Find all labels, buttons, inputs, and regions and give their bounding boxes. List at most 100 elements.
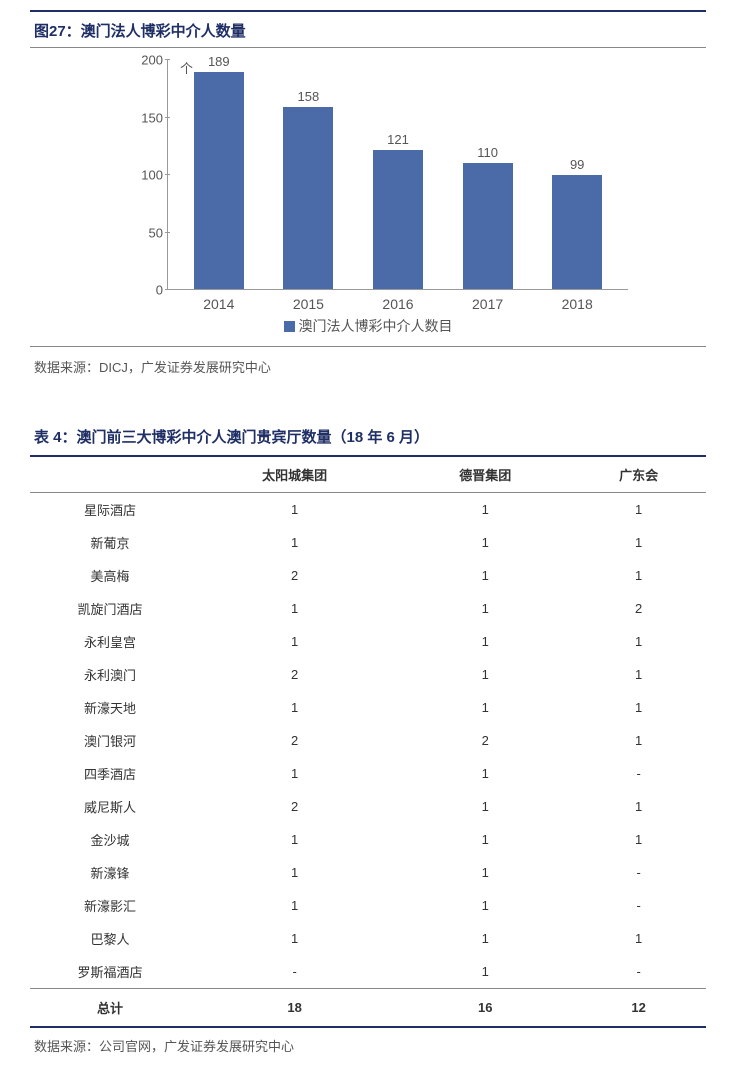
table-cell: 1 xyxy=(399,757,571,790)
table-row: 新濠天地111 xyxy=(30,691,706,724)
table-row: 永利澳门211 xyxy=(30,658,706,691)
x-tick-label: 2018 xyxy=(542,296,612,312)
table-cell: 1 xyxy=(190,526,399,559)
table-column-header: 太阳城集团 xyxy=(190,456,399,493)
table-cell: 1 xyxy=(571,691,706,724)
y-tick-label: 150 xyxy=(141,110,163,125)
table-cell: 1 xyxy=(399,559,571,592)
total-cell: 12 xyxy=(571,989,706,1028)
row-label-cell: 威尼斯人 xyxy=(30,790,190,823)
x-tick-label: 2015 xyxy=(273,296,343,312)
row-label-cell: 巴黎人 xyxy=(30,922,190,955)
table-cell: - xyxy=(571,955,706,989)
bar-group: 99 xyxy=(542,157,612,289)
row-label-cell: 罗斯福酒店 xyxy=(30,955,190,989)
data-table: 太阳城集团德晋集团广东会 星际酒店111新葡京111美高梅211凯旋门酒店112… xyxy=(30,455,706,1028)
table-cell: 1 xyxy=(399,493,571,527)
table-cell: 1 xyxy=(571,790,706,823)
table-cell: 2 xyxy=(571,592,706,625)
table-cell: 1 xyxy=(571,559,706,592)
x-tick-label: 2017 xyxy=(453,296,523,312)
table-cell: 1 xyxy=(190,889,399,922)
table-row: 星际酒店111 xyxy=(30,493,706,527)
y-tick-label: 0 xyxy=(156,283,163,298)
table-cell: - xyxy=(571,757,706,790)
table-row: 新葡京111 xyxy=(30,526,706,559)
bar-value-label: 158 xyxy=(298,89,320,104)
bar xyxy=(373,150,423,289)
x-tick-label: 2014 xyxy=(184,296,254,312)
row-label-cell: 星际酒店 xyxy=(30,493,190,527)
y-axis: 050100150200 xyxy=(108,60,168,290)
table-cell: 1 xyxy=(399,889,571,922)
table-cell: - xyxy=(190,955,399,989)
table-row: 凯旋门酒店112 xyxy=(30,592,706,625)
table-cell: 1 xyxy=(399,658,571,691)
table-cell: - xyxy=(571,856,706,889)
bar-group: 121 xyxy=(363,132,433,289)
row-label-cell: 新濠锋 xyxy=(30,856,190,889)
total-cell: 18 xyxy=(190,989,399,1028)
table-cell: 1 xyxy=(190,691,399,724)
table-cell: 1 xyxy=(190,856,399,889)
bar-group: 189 xyxy=(184,54,254,289)
bar-group: 110 xyxy=(453,145,523,290)
table-cell: 1 xyxy=(399,625,571,658)
bar-value-label: 121 xyxy=(387,132,409,147)
table-cell: 1 xyxy=(571,493,706,527)
row-label-cell: 新濠影汇 xyxy=(30,889,190,922)
table-column-header: 德晋集团 xyxy=(399,456,571,493)
row-label-cell: 四季酒店 xyxy=(30,757,190,790)
total-cell: 16 xyxy=(399,989,571,1028)
table-row: 罗斯福酒店-1- xyxy=(30,955,706,989)
row-label-cell: 永利澳门 xyxy=(30,658,190,691)
row-label-cell: 澳门银河 xyxy=(30,724,190,757)
table-cell: 1 xyxy=(571,526,706,559)
y-tick-label: 200 xyxy=(141,53,163,68)
table-cell: 1 xyxy=(571,724,706,757)
chart-plot: 18915812111099 xyxy=(168,60,628,290)
table-title: 表 4：澳门前三大博彩中介人澳门贵宾厅数量（18 年 6 月） xyxy=(30,426,706,455)
table-row: 巴黎人111 xyxy=(30,922,706,955)
table-cell: 2 xyxy=(190,658,399,691)
table-row: 新濠锋11- xyxy=(30,856,706,889)
table-cell: 1 xyxy=(190,823,399,856)
legend-swatch xyxy=(284,321,295,332)
bar xyxy=(552,175,602,289)
row-label-cell: 金沙城 xyxy=(30,823,190,856)
table-total-row: 总计181612 xyxy=(30,989,706,1028)
table-cell: 1 xyxy=(190,757,399,790)
table-cell: 1 xyxy=(399,856,571,889)
x-axis-labels: 2014 2015 2016 2017 2018 xyxy=(108,290,628,312)
bar-group: 158 xyxy=(273,89,343,289)
total-label-cell: 总计 xyxy=(30,989,190,1028)
bar-value-label: 189 xyxy=(208,54,230,69)
legend-text: 澳门法人博彩中介人数目 xyxy=(299,318,453,334)
table-cell: - xyxy=(571,889,706,922)
table-cell: 2 xyxy=(190,559,399,592)
table-row: 永利皇宫111 xyxy=(30,625,706,658)
y-tick-label: 100 xyxy=(141,168,163,183)
x-tick-label: 2016 xyxy=(363,296,433,312)
table-cell: 1 xyxy=(571,625,706,658)
row-label-cell: 永利皇宫 xyxy=(30,625,190,658)
row-label-cell: 新濠天地 xyxy=(30,691,190,724)
table-row: 威尼斯人211 xyxy=(30,790,706,823)
chart-legend: 澳门法人博彩中介人数目 xyxy=(108,316,628,336)
table-cell: 1 xyxy=(399,790,571,823)
table-row: 金沙城111 xyxy=(30,823,706,856)
table-row: 新濠影汇11- xyxy=(30,889,706,922)
figure-title: 图27：澳门法人博彩中介人数量 xyxy=(30,10,706,48)
table-cell: 1 xyxy=(571,658,706,691)
table-cell: 1 xyxy=(399,592,571,625)
bar xyxy=(194,72,244,289)
table-cell: 1 xyxy=(399,823,571,856)
table-cell: 1 xyxy=(190,493,399,527)
table-row: 四季酒店11- xyxy=(30,757,706,790)
y-tick-label: 50 xyxy=(149,225,163,240)
bar-value-label: 110 xyxy=(477,145,498,160)
table-cell: 1 xyxy=(399,526,571,559)
row-label-cell: 新葡京 xyxy=(30,526,190,559)
bar xyxy=(463,163,513,290)
table-cell: 1 xyxy=(399,955,571,989)
